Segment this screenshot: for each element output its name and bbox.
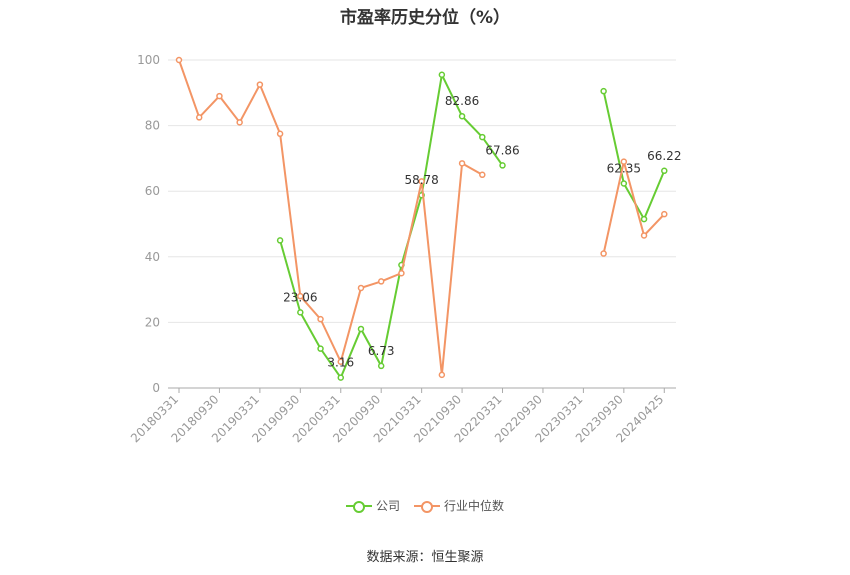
legend-item[interactable]: 公司 — [345, 497, 400, 514]
data-point — [458, 160, 466, 167]
data-point — [600, 250, 607, 257]
data-point — [499, 162, 506, 169]
data-point — [479, 133, 486, 141]
series-line — [602, 161, 666, 254]
data-point — [620, 180, 628, 187]
data-point — [256, 81, 264, 88]
data-label: 62.35 — [607, 161, 641, 175]
data-point — [297, 309, 304, 316]
data-point — [640, 232, 648, 239]
data-point — [377, 362, 385, 370]
data-label: 67.86 — [485, 143, 519, 157]
data-point — [438, 371, 446, 379]
y-tick-label: 100 — [137, 53, 160, 67]
data-label: 23.06 — [283, 290, 317, 304]
data-point — [377, 278, 385, 285]
y-tick-label: 40 — [145, 250, 160, 264]
data-point — [175, 56, 183, 64]
line-chart: 0204060801002018033120180930201903312019… — [128, 53, 681, 445]
legend-item[interactable]: 行业中位数 — [414, 497, 504, 514]
data-point — [479, 171, 486, 179]
data-label: 6.73 — [368, 344, 395, 358]
data-point — [398, 269, 405, 277]
y-tick-label: 0 — [152, 381, 160, 395]
data-point — [600, 87, 607, 95]
chart-title: 市盈率历史分位（%） — [339, 8, 511, 28]
legend-swatch-icon — [414, 499, 440, 513]
y-tick-label: 80 — [145, 119, 160, 133]
data-label: 3.16 — [327, 356, 354, 370]
data-point — [661, 167, 668, 175]
data-label: 66.22 — [647, 149, 681, 163]
data-point — [216, 92, 223, 100]
data-point — [357, 325, 365, 333]
data-point — [620, 158, 628, 165]
data-point — [276, 130, 284, 138]
y-tick-label: 60 — [145, 184, 160, 198]
legend-label: 行业中位数 — [444, 499, 505, 513]
source-text: 数据来源：恒生聚源 — [366, 550, 484, 565]
data-point — [337, 358, 345, 366]
data-point — [357, 284, 365, 292]
legend[interactable]: 公司 行业中位数 — [0, 497, 850, 514]
data-point — [458, 112, 466, 120]
data-point — [640, 215, 648, 223]
data-point — [317, 315, 324, 323]
data-point — [418, 178, 425, 185]
data-point — [337, 374, 345, 381]
legend-swatch-icon — [345, 499, 372, 513]
data-label: 82.86 — [445, 94, 479, 108]
data-label: 58.78 — [404, 173, 438, 187]
series-line — [178, 59, 483, 375]
data-point — [297, 292, 304, 300]
series-line — [279, 71, 504, 380]
data-point — [317, 345, 324, 352]
legend-label: 公司 — [375, 499, 400, 513]
data-point — [195, 114, 203, 121]
data-point — [438, 71, 446, 79]
data-point — [276, 237, 284, 244]
y-tick-label: 20 — [145, 315, 160, 329]
data-point — [661, 210, 668, 218]
data-point — [236, 119, 243, 126]
